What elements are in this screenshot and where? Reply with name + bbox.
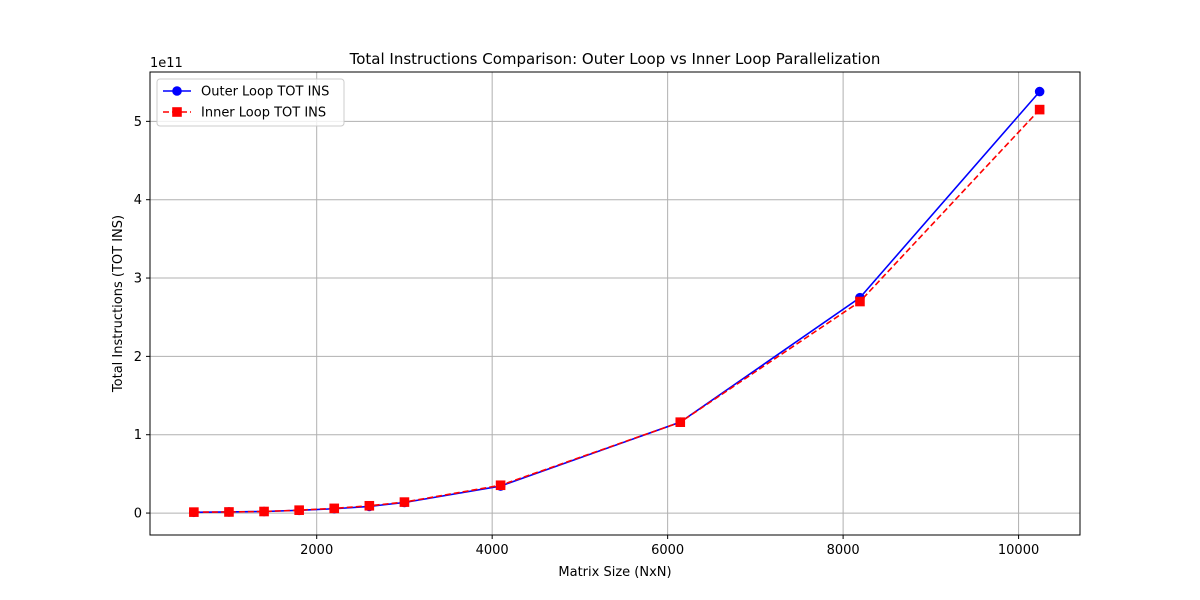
legend-marker [172,86,182,96]
data-point [1034,104,1045,115]
data-point [399,497,410,507]
y-tick-label: 5 [134,115,142,130]
y-tick-label: 1 [134,428,142,443]
series-inner-loop [189,104,1045,517]
legend-marker [172,107,182,117]
y-tick-label: 0 [134,507,142,522]
y-axis-offset-label: 1e11 [150,56,183,71]
legend-label: Inner Loop TOT INS [201,106,326,121]
x-tick-label: 4000 [476,543,509,558]
data-point [364,500,375,511]
x-tick-label: 2000 [300,543,333,558]
plot-frame [149,71,1081,536]
data-point [675,417,686,427]
x-tick-label: 8000 [827,543,860,558]
legend-box [156,78,345,127]
x-tick-label: 10000 [998,543,1039,558]
y-tick-label: 2 [134,350,142,365]
y-tick-label: 3 [134,272,142,287]
data-point [855,296,865,307]
data-point [294,505,304,515]
y-axis-label: Total Instructions (TOT INS) [111,215,126,393]
x-axis-label: Matrix Size (NxN) [558,565,671,580]
data-point [1034,86,1045,97]
grid [150,72,1080,535]
data-point [224,507,234,517]
ticks: 2000 4000 6000 8000 10000 0 1 2 3 4 5 [134,115,1040,558]
legend: Outer Loop TOT INS Inner Loop TOT INS [156,78,345,127]
x-tick-label: 6000 [651,543,684,558]
legend-label: Outer Loop TOT INS [201,85,329,100]
data-point [495,480,506,491]
data-point [259,506,269,517]
data-point [329,503,340,514]
data-point [189,507,199,517]
y-tick-label: 4 [134,193,142,208]
series-layer [189,86,1045,518]
chart-title: Total Instructions Comparison: Outer Loo… [349,50,881,68]
